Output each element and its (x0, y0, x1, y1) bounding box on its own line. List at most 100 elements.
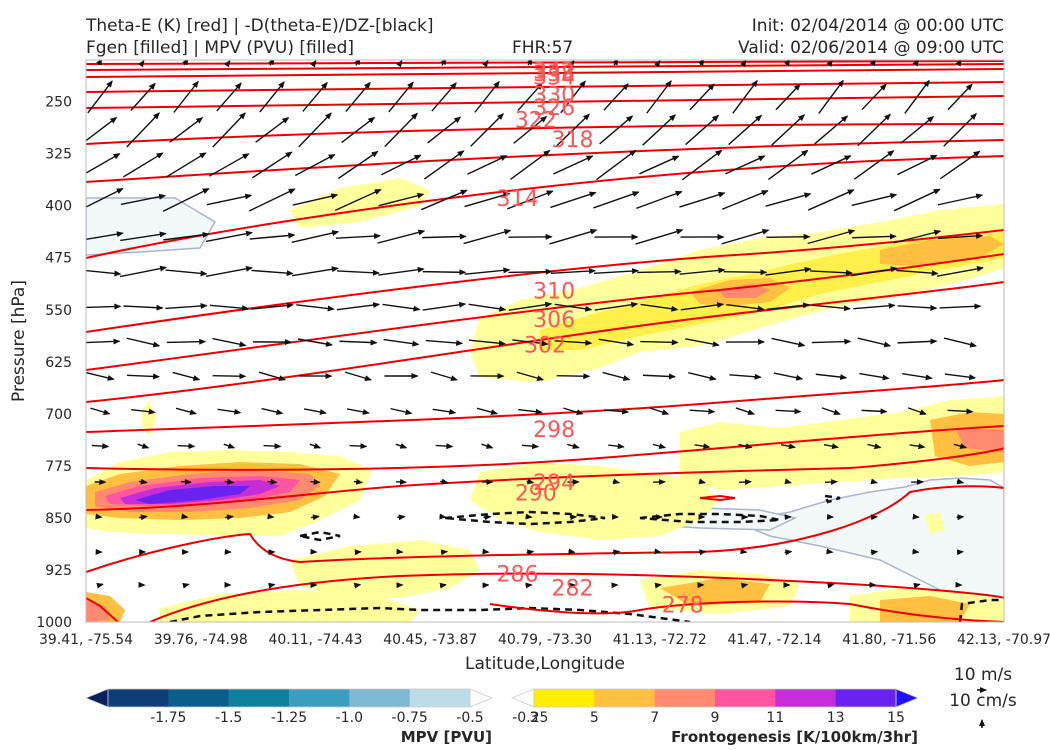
wind-vector (861, 408, 888, 415)
wind-vector (721, 228, 770, 245)
wind-vector (595, 149, 637, 181)
wind-vector (937, 232, 984, 240)
theta-e-small-loop (699, 494, 736, 502)
wind-vector (821, 407, 841, 415)
mpv-colorbar: -1.75 -1.5 -1.25 -1.0 -0.75 -0.5 -0.25 MPV [PVU… (84, 688, 548, 746)
wind-vector (554, 339, 593, 346)
y-tick-label: 250 (45, 95, 72, 111)
wind-vector (732, 79, 758, 114)
wind-vector (182, 60, 189, 66)
wind-vector (824, 479, 838, 485)
wind-vector (771, 114, 806, 146)
wind-vector (955, 60, 962, 67)
wind-vector (947, 83, 973, 111)
theta-e-label: 278 (662, 594, 704, 619)
wind-vector (688, 372, 717, 381)
theta-e-line-278 (489, 600, 1004, 622)
colorbar-extend-low (84, 688, 109, 708)
wind-vector (131, 408, 156, 415)
wind-vector (255, 117, 290, 143)
wind-vector (636, 190, 683, 210)
wind-vector (698, 478, 706, 485)
wind-vector (861, 83, 887, 111)
theta-e-line-334 (86, 68, 1004, 78)
wind-vector (726, 304, 765, 312)
wind-vector (395, 60, 403, 68)
wind-vector (512, 339, 549, 347)
wind-vector (784, 549, 793, 556)
wind-vector (556, 373, 591, 380)
theta-e-line-278b (86, 597, 119, 622)
wind-vector (175, 407, 197, 416)
wind-vector (685, 338, 720, 348)
wind-vector (680, 302, 725, 311)
wind-vector (811, 155, 852, 175)
wind-vector (259, 81, 285, 113)
wind-vector (182, 582, 190, 589)
y-tick-label: 700 (45, 407, 72, 423)
colorbar-tick-label: 5 (590, 710, 599, 726)
wind-vector (120, 193, 167, 206)
wind-vector (212, 373, 247, 380)
fgen-low-right (680, 396, 1004, 490)
wind-vector (303, 408, 327, 415)
wind-vector (765, 266, 812, 276)
wind-vector (698, 549, 707, 556)
wind-vector (765, 192, 812, 207)
colorbar-segment (775, 689, 837, 707)
wind-vector (851, 193, 898, 207)
colorbar-outline (107, 688, 471, 708)
x-tick-label: 40.45, -73.87 (383, 632, 477, 648)
colorbar-segment (715, 689, 776, 707)
wind-vector (870, 478, 878, 485)
wind-vector (766, 302, 810, 311)
wind-vector (165, 302, 208, 310)
wind-vector (470, 113, 504, 147)
wind-vector (337, 150, 379, 180)
theta-e-line-282 (149, 572, 1004, 622)
wind-vector (251, 151, 293, 179)
theta-e-label: 302 (524, 333, 566, 358)
x-tick-label: 40.79, -73.30 (498, 632, 592, 648)
wind-vector (550, 191, 597, 209)
wind-vector (377, 229, 426, 244)
theta-e-label: 290 (515, 481, 557, 506)
wind-vector (126, 337, 161, 348)
wind-vector (635, 228, 684, 245)
wind-vector (172, 371, 201, 381)
wind-vector (851, 266, 898, 277)
wind-vector (212, 337, 247, 348)
wind-vector (526, 478, 535, 485)
x-tick-label: 40.11, -74.43 (268, 632, 362, 648)
wind-vector (943, 337, 977, 348)
wind-vector (694, 443, 711, 450)
wind-vector (550, 268, 597, 275)
reference-vectors: 10 m/s 10 cm/s (949, 665, 1017, 728)
wind-vector (815, 373, 848, 381)
theta-e-label: 342 (533, 59, 575, 84)
wind-vector (249, 232, 296, 240)
wind-vector (740, 582, 749, 589)
colorbar-outline (533, 688, 897, 708)
wind-vector (516, 371, 545, 381)
wind-vector (603, 408, 630, 415)
wind-vector (939, 303, 982, 310)
wind-vector (481, 443, 494, 449)
wind-vector (440, 60, 447, 66)
wind-vector (464, 192, 511, 208)
colorbar-extend-low (510, 688, 535, 708)
wind-vector (652, 443, 667, 449)
wind-vector (809, 269, 853, 276)
wind-vector (297, 338, 333, 347)
x-tick-label: 41.80, -71.56 (842, 632, 936, 648)
stability-contour (958, 598, 1004, 622)
colorbar-tick-label: 15 (887, 710, 905, 726)
wind-vector (310, 478, 321, 485)
y-tick-label: 625 (45, 355, 72, 371)
wind-vector (827, 582, 835, 589)
wind-vector (549, 228, 598, 245)
wind-vector (811, 338, 852, 345)
mpv-region-lower-right (732, 477, 1004, 606)
wind-vector (679, 267, 726, 275)
colorbar-tick-label: -0.75 (392, 710, 428, 726)
